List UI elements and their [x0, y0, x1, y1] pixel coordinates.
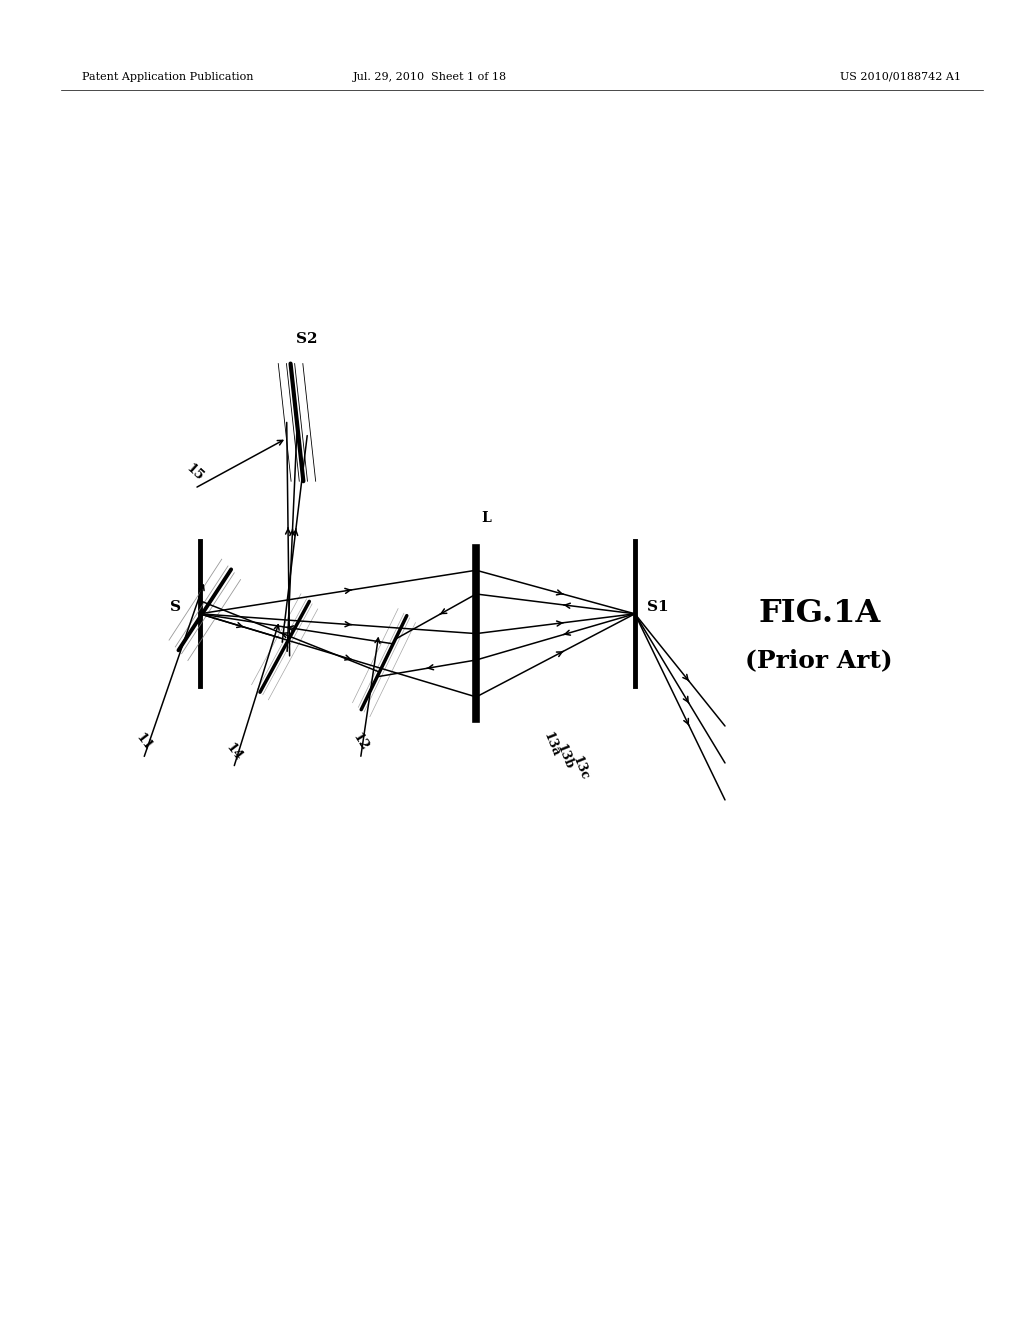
Text: US 2010/0188742 A1: US 2010/0188742 A1 [840, 71, 961, 82]
Text: S: S [170, 601, 181, 614]
Text: FIG.1A: FIG.1A [758, 598, 881, 630]
Text: 13c: 13c [569, 754, 591, 783]
Text: 12: 12 [350, 731, 371, 754]
Text: Jul. 29, 2010  Sheet 1 of 18: Jul. 29, 2010 Sheet 1 of 18 [353, 71, 507, 82]
Text: Patent Application Publication: Patent Application Publication [82, 71, 253, 82]
Text: 15: 15 [183, 461, 206, 483]
Text: 11: 11 [132, 731, 155, 754]
Text: S1: S1 [647, 601, 669, 614]
Text: 13a: 13a [541, 730, 562, 759]
Text: (Prior Art): (Prior Art) [745, 648, 893, 672]
Text: S2: S2 [297, 331, 317, 346]
Text: L: L [481, 511, 492, 525]
Text: 14: 14 [222, 741, 245, 763]
Text: 13b: 13b [554, 742, 575, 771]
